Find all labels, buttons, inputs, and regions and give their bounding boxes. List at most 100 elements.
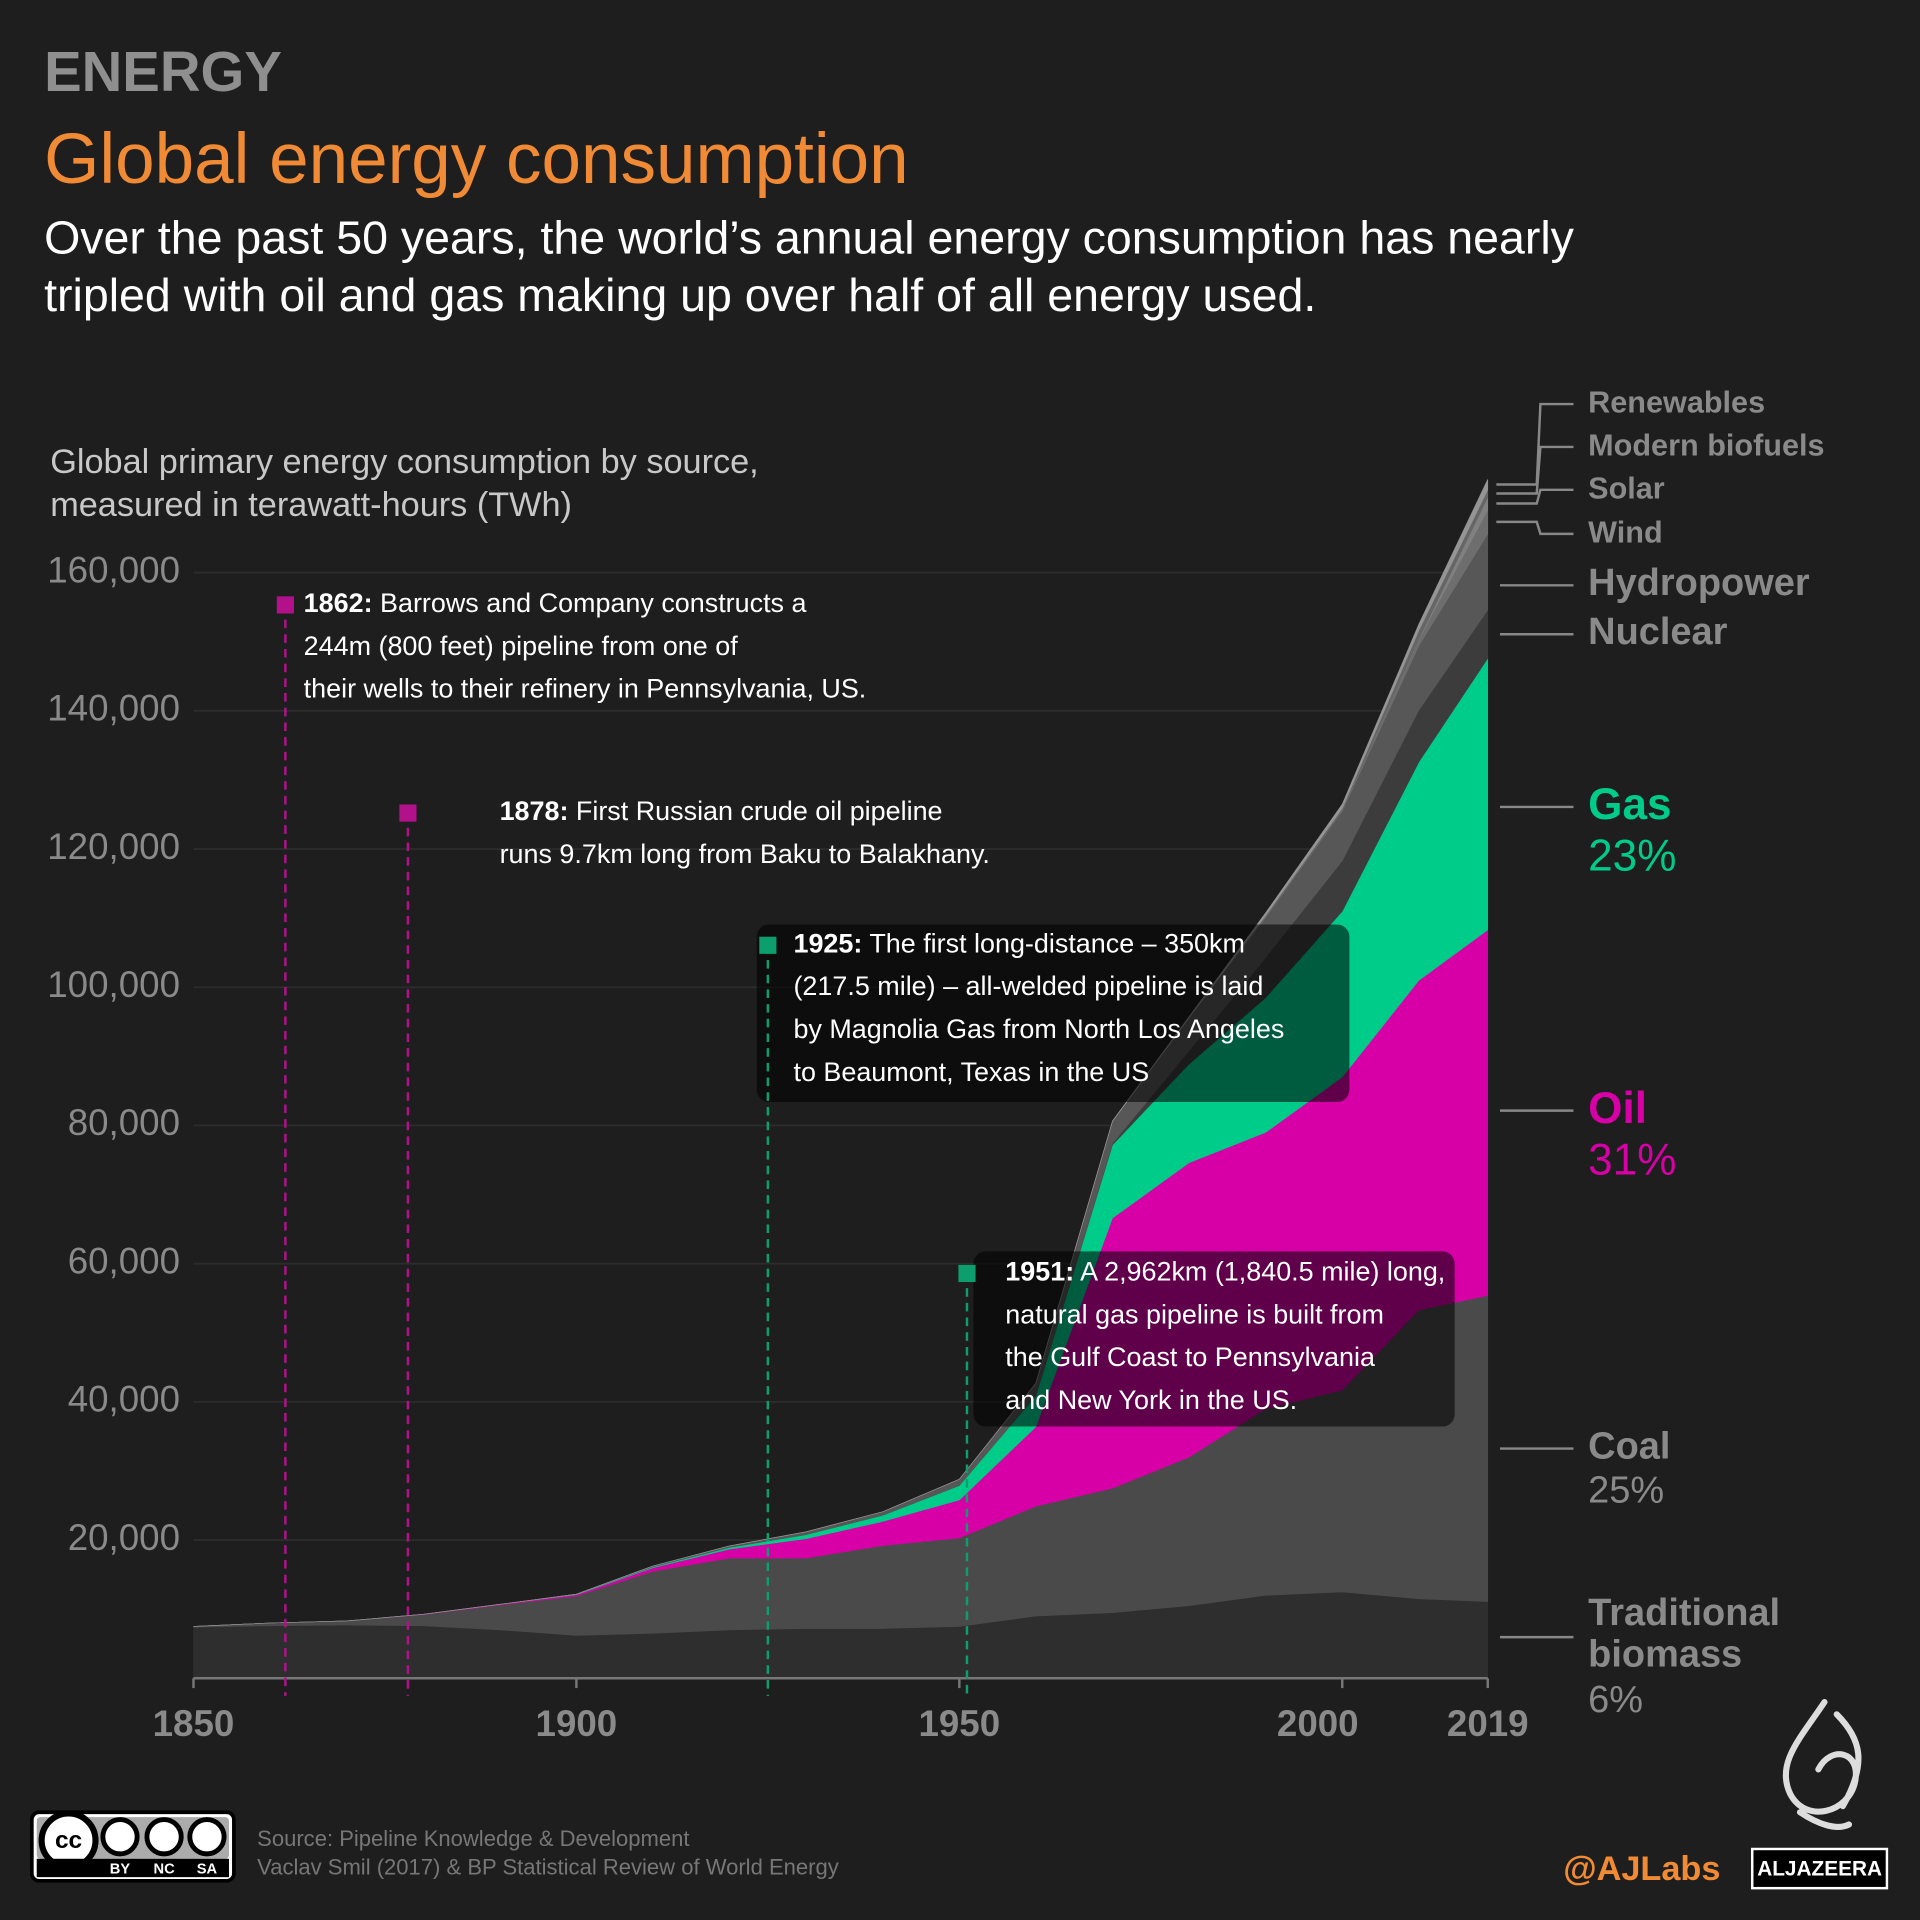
y-tick-label: 60,000 <box>68 1240 180 1281</box>
series-label: Renewables <box>1588 385 1906 419</box>
annotation-line-text: their wells to their refinery in Pennsyl… <box>304 674 867 704</box>
section-label: ENERGY <box>44 40 282 103</box>
license-label: BY <box>110 1862 131 1878</box>
share-label: 6% <box>1588 1677 1644 1721</box>
x-tick-label: 1900 <box>536 1703 618 1744</box>
y-tick-label: 80,000 <box>68 1102 180 1143</box>
series-label-box: Solar <box>1588 471 1906 505</box>
series-label-box: Traditional biomass 6% <box>1588 1592 1808 1722</box>
annotation-text: (217.5 mile) – all-welded pipeline is la… <box>793 971 1263 1001</box>
annotation-line-text: Barrows and Company constructs a <box>373 588 807 618</box>
series-label: Nuclear <box>1588 611 1906 654</box>
subtitle: tripled with oil and gas making up over … <box>44 269 1316 321</box>
annotation-marker <box>399 804 417 822</box>
annotation-line-text: A 2,962km (1,840.5 mile) long, <box>1074 1257 1445 1287</box>
series-label-box: Renewables <box>1588 385 1906 419</box>
y-tick-label: 160,000 <box>47 549 180 590</box>
title: Global energy consumption <box>44 120 909 199</box>
series-label: Hydropower <box>1588 562 1906 605</box>
series-label-box: Nuclear <box>1588 611 1906 654</box>
annotation: 1862: Barrows and Company constructs a 24… <box>276 588 867 1696</box>
annotation-text: by Magnolia Gas from North Los Angeles <box>793 1014 1284 1044</box>
series-label-box: Wind <box>1588 515 1906 549</box>
annotation-line-text: to Beaumont, Texas in the US <box>793 1057 1149 1087</box>
series-label: Wind <box>1588 515 1906 549</box>
annotation-line-text: (217.5 mile) – all-welded pipeline is la… <box>793 971 1263 1001</box>
annotation-year: 1878: <box>500 796 569 826</box>
annotation-line-text: runs 9.7km long from Baku to Balakhany. <box>500 839 990 869</box>
annotation-line-text: natural gas pipeline is built from <box>1005 1299 1384 1329</box>
annotation-year: 1862: <box>304 588 373 618</box>
annotation-line-text: 244m (800 feet) pipeline from one of <box>304 631 739 661</box>
x-tick-label: 1950 <box>918 1703 1000 1744</box>
area <box>193 479 1489 1627</box>
legend-name: Hydropower <box>1588 561 1810 604</box>
annotation-year: 1951: <box>1005 1257 1074 1287</box>
license-label: SA <box>197 1862 218 1878</box>
annotation-text: their wells to their refinery in Pennsyl… <box>304 674 867 704</box>
license-label: NC <box>153 1862 175 1878</box>
annotation-marker <box>759 936 777 954</box>
series-label-box: Coal 25% <box>1588 1425 1906 1512</box>
annotation: 1925: The first long-distance – 350km (21… <box>756 924 1350 1696</box>
axis-title: measured in terawatt-hours (TWh) <box>50 486 572 524</box>
legend-name: Traditional biomass <box>1588 1591 1781 1676</box>
leader-line <box>1496 520 1574 536</box>
legend-name: Modern biofuels <box>1588 427 1825 463</box>
share-label: 23% <box>1588 830 1677 881</box>
annotation-line-text: First Russian crude oil pipeline <box>568 796 942 826</box>
annotation-text: the Gulf Coast to Pennsylvania <box>1005 1342 1375 1372</box>
leader-line <box>1496 488 1574 505</box>
annotation-text: 1878: First Russian crude oil pipeline <box>500 796 943 826</box>
y-tick-label: 140,000 <box>47 688 180 729</box>
x-tick-label: 2000 <box>1277 1703 1359 1744</box>
annotation-marker <box>276 596 294 614</box>
brand: ALJAZEERA <box>1757 1857 1882 1880</box>
series-label-box: Hydropower <box>1588 562 1906 605</box>
source: Source: Pipeline Knowledge & Development <box>257 1826 689 1851</box>
annotation-text: natural gas pipeline is built from <box>1005 1299 1384 1329</box>
y-tick-label: 40,000 <box>68 1379 180 1420</box>
legend-name: Solar <box>1588 470 1665 506</box>
plot: 20,000 40,000 60,000 80,000 100,000 120,000 14… <box>47 385 1906 1744</box>
legend-name: Wind <box>1588 514 1663 550</box>
annotation-text: runs 9.7km long from Baku to Balakhany. <box>500 839 990 869</box>
series-label: Solar <box>1588 471 1906 505</box>
y-tick-label: 20,000 <box>68 1517 180 1558</box>
series-label: Modern biofuels <box>1588 428 1906 462</box>
annotation-text: 1862: Barrows and Company constructs a <box>304 588 807 618</box>
y-tick-label: 100,000 <box>47 964 180 1005</box>
series-label-box: Gas 23% <box>1588 780 1906 881</box>
annotation: 1878: First Russian crude oil pipeline ru… <box>399 796 990 1696</box>
annotation-marker <box>958 1264 976 1283</box>
source: Vaclav Smil (2017) & BP Statistical Revi… <box>257 1854 839 1879</box>
legend-name: Nuclear <box>1588 610 1728 653</box>
annotation-text: to Beaumont, Texas in the US <box>793 1057 1149 1087</box>
annotation-box <box>973 1251 1455 1427</box>
share-label: 25% <box>1588 1468 1665 1512</box>
annotation-text: 1951: A 2,962km (1,840.5 mile) long, <box>1005 1257 1445 1287</box>
annotation-text: 244m (800 feet) pipeline from one of <box>304 631 739 661</box>
annotation-line-text: The first long-distance – 350km <box>862 928 1245 958</box>
legend-name: Gas <box>1588 779 1672 829</box>
handle: @AJLabs <box>1563 1850 1720 1888</box>
x-tick-label: 1850 <box>153 1703 235 1744</box>
annotation-line-text: and New York in the US. <box>1005 1385 1297 1415</box>
series-label-box: Modern biofuels <box>1588 428 1906 462</box>
legend-name: Renewables <box>1588 385 1766 420</box>
cc-badge: cc BY NC SA <box>30 1810 236 1883</box>
logo: ALJAZEERA <box>1751 1698 1889 1890</box>
annotation-text: and New York in the US. <box>1005 1385 1297 1415</box>
annotation-year: 1925: <box>793 928 862 958</box>
annotation-line-text: the Gulf Coast to Pennsylvania <box>1005 1342 1375 1372</box>
x-tick-label: 2019 <box>1447 1703 1529 1744</box>
leader-line <box>1496 402 1574 486</box>
annotation-box <box>756 924 1350 1103</box>
subtitle: Over the past 50 years, the world’s annu… <box>44 212 1575 264</box>
axis-title: Global primary energy consumption by sou… <box>50 443 759 481</box>
